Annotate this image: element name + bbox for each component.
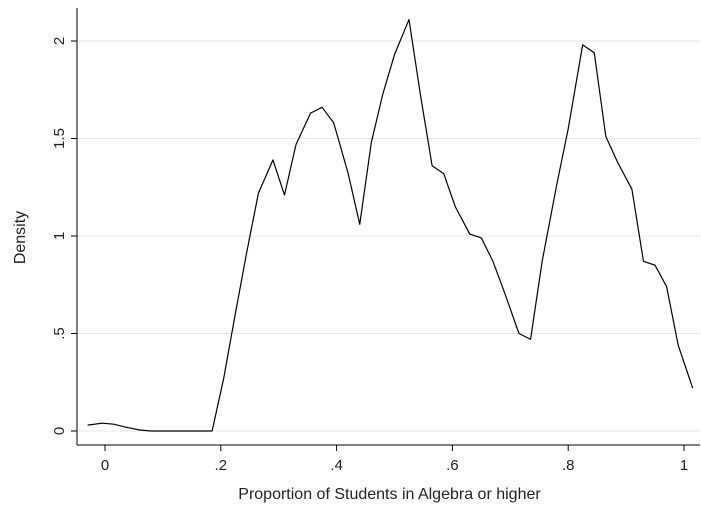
density-line-0 — [87, 18, 694, 432]
series-group — [87, 18, 694, 432]
x-tick-label-1: .2 — [215, 457, 228, 474]
x-tick-label-4: .8 — [562, 457, 575, 474]
y-tick-label-1: .5 — [51, 327, 68, 340]
gridlines — [77, 40, 700, 432]
axes — [76, 8, 700, 446]
y-axis-label: Density — [12, 211, 29, 264]
x-tick-label-0: 0 — [101, 457, 109, 474]
x-tick-label-2: .4 — [330, 457, 343, 474]
y-tick-label-3: 1.5 — [51, 128, 68, 149]
y-tick-label-4: 2 — [51, 37, 68, 45]
x-tick-label-5: 1 — [680, 457, 688, 474]
y-tick-label-0: 0 — [51, 427, 68, 435]
ticks: 0 .2 .4 .6 .8 1 0 .5 1 1.5 2 — [51, 37, 688, 474]
x-axis-label: Proportion of Students in Algebra or hig… — [238, 486, 541, 503]
x-tick-label-3: .6 — [446, 457, 459, 474]
y-tick-label-2: 1 — [51, 232, 68, 240]
